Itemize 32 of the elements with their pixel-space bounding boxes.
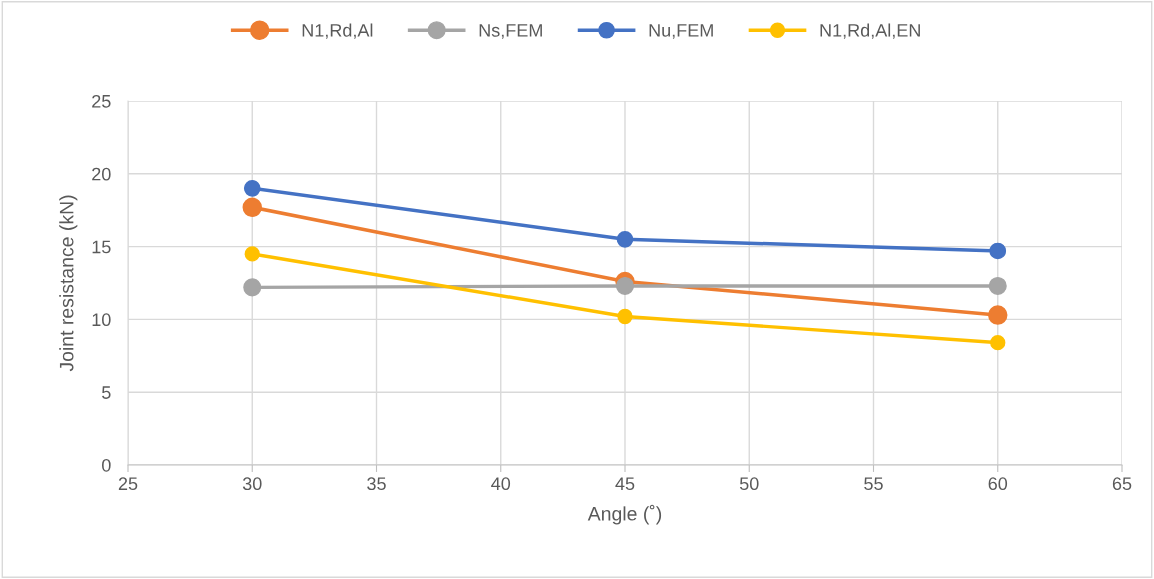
x-tick-label: 50: [739, 477, 759, 491]
legend-label: N1,Rd,Al: [302, 23, 373, 39]
point: [990, 335, 1006, 351]
point: [615, 276, 635, 295]
legend-label: N1,Rd,Al,EN: [820, 23, 920, 39]
x-tick-label: 35: [367, 477, 386, 491]
legend-label: Ns,FEM: [479, 24, 542, 39]
y-tick-label: 15: [92, 240, 111, 254]
x-tick-label: 30: [242, 477, 262, 491]
y-axis-title: Joint resistance (kN): [59, 195, 78, 372]
x-axis-title: Angle (˚): [587, 504, 662, 525]
y-tick-label: 25: [92, 94, 111, 108]
legend-label: Nu,FEM: [649, 24, 713, 39]
y-tick-label: 10: [92, 313, 111, 327]
point: [242, 197, 262, 218]
y-tick-label: 5: [102, 386, 111, 399]
x-tick-label: 60: [988, 477, 1008, 491]
x-tick-label: 65: [1112, 477, 1132, 491]
point: [244, 246, 260, 262]
point: [989, 242, 1007, 260]
point: [617, 308, 633, 325]
x-tick-label: 40: [491, 477, 511, 491]
x-tick-label: 25: [118, 477, 138, 491]
point: [988, 305, 1008, 325]
point: [243, 180, 261, 197]
y-tick-label: 0: [102, 458, 111, 472]
point: [243, 278, 262, 297]
x-tick-label: 45: [615, 477, 635, 491]
point: [616, 230, 634, 248]
x-tick-label: 55: [864, 477, 883, 491]
y-tick-label: 20: [92, 167, 111, 181]
point: [988, 276, 1007, 295]
